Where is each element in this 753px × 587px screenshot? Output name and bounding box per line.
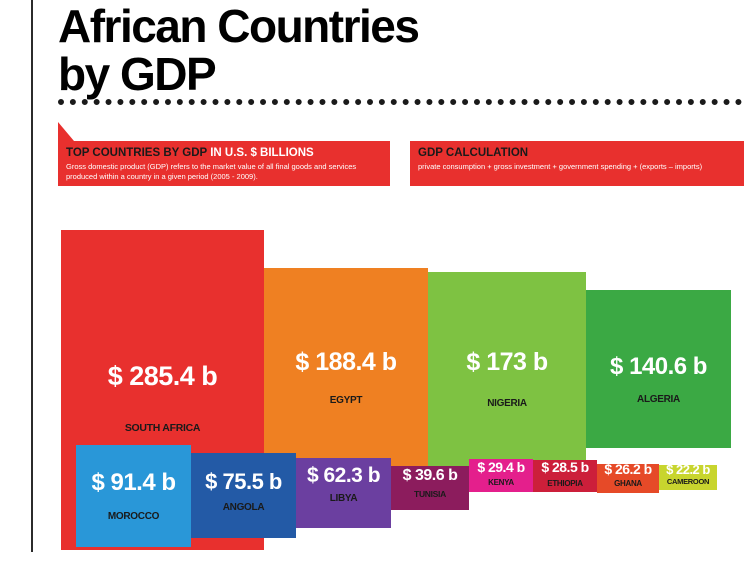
title-line-2: by GDP bbox=[58, 48, 217, 100]
gdp-bar-nigeria: $ 173 b NIGERIA bbox=[428, 272, 586, 466]
bar-value-label: $ 26.2 b bbox=[604, 461, 652, 478]
bar-country-label: KENYA bbox=[488, 478, 514, 488]
bar-value-label: $ 22.2 b bbox=[666, 462, 710, 478]
gdp-bar-algeria: $ 140.6 b ALGERIA bbox=[586, 290, 731, 448]
calculation-formula: private consumption + gross investment +… bbox=[418, 162, 703, 171]
bar-country-label: TUNISIA bbox=[414, 488, 446, 499]
bar-country-label: ANGOLA bbox=[222, 502, 265, 514]
gdp-bar-egypt: $ 188.4 b EGYPT bbox=[264, 268, 428, 479]
bar-country-label: SOUTH AFRICA bbox=[124, 422, 201, 434]
bar-value-label: $ 140.6 b bbox=[610, 353, 707, 381]
gdp-bar-morocco: $ 91.4 b MOROCCO bbox=[76, 445, 191, 547]
bar-country-label: EGYPT bbox=[329, 394, 363, 406]
gdp-bar-cameroon: $ 22.2 b CAMEROON bbox=[659, 462, 717, 490]
bar-value-label: $ 173 b bbox=[466, 348, 548, 377]
bar-value-label: $ 285.4 b bbox=[107, 361, 218, 391]
gdp-bar-angola: $ 75.5 b ANGOLA bbox=[191, 453, 296, 538]
gdp-definition-panel: TOP COUNTRIES BY GDP IN U.S. $ BILLIONS … bbox=[58, 122, 390, 186]
bar-value-label: $ 188.4 b bbox=[295, 347, 397, 376]
bar-country-label: MOROCCO bbox=[107, 511, 160, 523]
bar-value-label: $ 29.4 b bbox=[477, 458, 525, 475]
bar-country-label: ETHIOPIA bbox=[547, 478, 583, 488]
title-line-1: African Countries bbox=[58, 0, 420, 52]
gdp-bar-ghana: $ 26.2 b GHANA bbox=[597, 461, 659, 493]
bar-value-label: $ 75.5 b bbox=[205, 468, 282, 494]
panel-heading-main: TOP COUNTRIES BY GDP bbox=[66, 147, 208, 159]
bar-value-label: $ 39.6 b bbox=[402, 466, 458, 484]
bar-country-label: ALGERIA bbox=[637, 394, 680, 406]
gdp-bar-kenya: $ 29.4 b KENYA bbox=[469, 459, 533, 492]
dotted-divider bbox=[58, 99, 742, 105]
bar-value-label: $ 28.5 b bbox=[541, 459, 589, 476]
panel-tab bbox=[58, 122, 74, 141]
gdp-bar-tunisia: $ 39.6 b TUNISIA bbox=[391, 466, 469, 510]
bar-value-label: $ 62.3 b bbox=[306, 463, 381, 487]
gdp-calculation-panel: GDP CALCULATION private consumption + gr… bbox=[410, 141, 744, 186]
bar-country-label: CAMEROON bbox=[666, 477, 710, 486]
panel-heading: TOP COUNTRIES BY GDP IN U.S. $ BILLIONS bbox=[66, 147, 382, 160]
left-rule bbox=[31, 0, 33, 552]
panel-heading-unit: IN U.S. $ BILLIONS bbox=[207, 147, 314, 159]
panel-description: Gross domestic product (GDP) refers to t… bbox=[66, 162, 357, 181]
bar-country-label: NIGERIA bbox=[487, 398, 527, 410]
gdp-bar-ethiopia: $ 28.5 b ETHIOPIA bbox=[533, 459, 597, 492]
bar-country-label: GHANA bbox=[614, 479, 642, 489]
calculation-heading: GDP CALCULATION bbox=[418, 147, 529, 159]
page-title: African Countries by GDP bbox=[58, 0, 420, 100]
gdp-bar-libya: $ 62.3 b LIBYA bbox=[296, 458, 391, 528]
bar-value-label: $ 91.4 b bbox=[91, 469, 176, 497]
bar-country-label: LIBYA bbox=[329, 493, 358, 504]
